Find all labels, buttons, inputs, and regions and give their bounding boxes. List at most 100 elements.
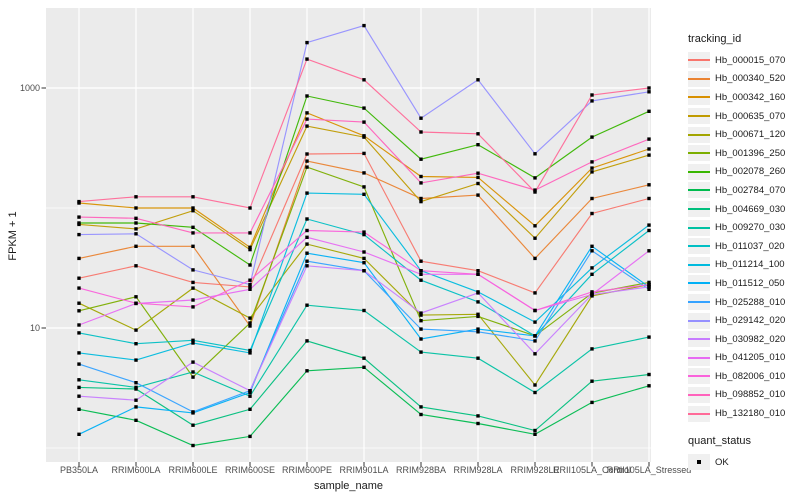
plot-panel bbox=[46, 8, 651, 462]
data-point bbox=[134, 206, 138, 210]
data-point bbox=[191, 231, 195, 235]
data-point bbox=[77, 215, 81, 219]
data-point bbox=[77, 256, 81, 261]
data-point bbox=[305, 217, 309, 221]
data-point bbox=[476, 421, 480, 426]
data-point bbox=[362, 256, 366, 261]
x-tick-label-RRII105LA_Control: RRII105LA_Control bbox=[552, 465, 632, 475]
data-point bbox=[134, 195, 138, 199]
data-point bbox=[533, 334, 537, 338]
x-tick-label-RRIM928BA: RRIM928BA bbox=[395, 465, 447, 475]
data-point bbox=[647, 384, 651, 388]
data-point bbox=[590, 170, 594, 174]
data-point bbox=[476, 272, 480, 276]
data-point bbox=[590, 211, 594, 216]
legend-key-line-icon bbox=[688, 152, 710, 155]
data-point bbox=[248, 245, 252, 249]
legend-key-box bbox=[688, 201, 710, 218]
data-point bbox=[476, 78, 480, 82]
data-point bbox=[134, 301, 138, 305]
legend-item-label: Hb_001396_250 bbox=[715, 147, 786, 159]
legend-key-line-icon bbox=[688, 115, 710, 118]
legend: tracking_id Hb_000015_070 Hb_000340_520 Hb… bbox=[688, 33, 800, 471]
data-point bbox=[590, 93, 594, 97]
legend-item-Hb_000671_120: Hb_000671_120 bbox=[688, 125, 800, 144]
legend-key-line-icon bbox=[688, 375, 710, 378]
data-point bbox=[533, 320, 537, 324]
legend-key-line-icon bbox=[688, 133, 710, 136]
data-point bbox=[134, 232, 138, 236]
data-point bbox=[647, 228, 651, 233]
legend-item-label: Hb_030982_020 bbox=[715, 333, 786, 345]
data-point bbox=[362, 308, 366, 313]
legend-key-line-icon bbox=[688, 59, 710, 62]
data-point bbox=[191, 423, 195, 427]
data-point bbox=[191, 305, 195, 309]
data-point bbox=[647, 137, 651, 141]
data-point bbox=[77, 276, 81, 280]
data-point bbox=[191, 298, 195, 302]
legend-item-Hb_001396_250: Hb_001396_250 bbox=[688, 144, 800, 163]
legend-key-box bbox=[688, 126, 710, 143]
data-point bbox=[647, 282, 651, 287]
data-point bbox=[191, 206, 195, 210]
data-point bbox=[590, 272, 594, 276]
data-point bbox=[419, 269, 423, 273]
point-marker-icon bbox=[697, 460, 701, 465]
legend-item-Hb_000340_520: Hb_000340_520 bbox=[688, 70, 800, 89]
data-point bbox=[191, 209, 195, 213]
data-point bbox=[590, 400, 594, 405]
data-point bbox=[305, 152, 309, 156]
data-point bbox=[362, 230, 366, 234]
legend-key-line-icon bbox=[688, 263, 710, 266]
data-point bbox=[305, 124, 309, 128]
data-point bbox=[362, 185, 366, 189]
data-point bbox=[248, 263, 252, 267]
x-tick-label-RRIM600PE: RRIM600PE bbox=[281, 465, 333, 475]
data-point bbox=[590, 266, 594, 270]
data-point bbox=[419, 157, 423, 161]
data-point bbox=[134, 227, 138, 231]
data-point bbox=[476, 314, 480, 319]
data-point bbox=[305, 251, 309, 255]
data-point bbox=[647, 249, 651, 253]
data-point bbox=[647, 280, 651, 285]
x-tick-label-RRIM928LA: RRIM928LA bbox=[453, 465, 503, 475]
data-point bbox=[533, 352, 537, 356]
data-point bbox=[362, 23, 366, 28]
data-point bbox=[362, 269, 366, 273]
legend-item-label: Hb_082006_010 bbox=[715, 370, 786, 382]
legend-item-label: Hb_011512_050 bbox=[715, 277, 785, 289]
legend-item-Hb_011512_050: Hb_011512_050 bbox=[688, 274, 800, 293]
data-point bbox=[134, 398, 138, 402]
legend-key-line-icon bbox=[688, 338, 710, 341]
data-point bbox=[590, 290, 594, 294]
data-point bbox=[476, 181, 480, 186]
legend-item-Hb_000342_160: Hb_000342_160 bbox=[688, 88, 800, 107]
legend-item-Hb_011037_020: Hb_011037_020 bbox=[688, 237, 800, 256]
data-point bbox=[191, 195, 195, 199]
data-point bbox=[590, 196, 594, 201]
data-point bbox=[533, 390, 537, 395]
data-point bbox=[77, 378, 81, 382]
data-point bbox=[476, 356, 480, 360]
data-point bbox=[191, 338, 195, 342]
legend-item-label: Hb_000340_520 bbox=[715, 73, 786, 85]
legend-key-box bbox=[688, 275, 710, 292]
data-point bbox=[533, 152, 537, 156]
legend-key-box bbox=[688, 386, 710, 403]
legend-key-line-icon bbox=[688, 96, 710, 99]
legend-item-Hb_025288_010: Hb_025288_010 bbox=[688, 293, 800, 312]
legend-key-line-icon bbox=[688, 319, 710, 322]
x-tick-label-RRIM928LE: RRIM928LE bbox=[510, 465, 560, 475]
data-point bbox=[647, 86, 651, 90]
legend-key-box bbox=[688, 368, 710, 385]
x-tick-label-RRIM901LA: RRIM901LA bbox=[339, 465, 389, 475]
x-tick-label-RRIM600LE: RRIM600LE bbox=[168, 465, 218, 475]
legend-item-label: Hb_000342_160 bbox=[715, 91, 786, 103]
data-point bbox=[248, 282, 252, 287]
data-point bbox=[191, 268, 195, 272]
data-point bbox=[533, 190, 537, 194]
data-point bbox=[362, 356, 366, 360]
y-tick-label: 1000 bbox=[19, 82, 40, 93]
